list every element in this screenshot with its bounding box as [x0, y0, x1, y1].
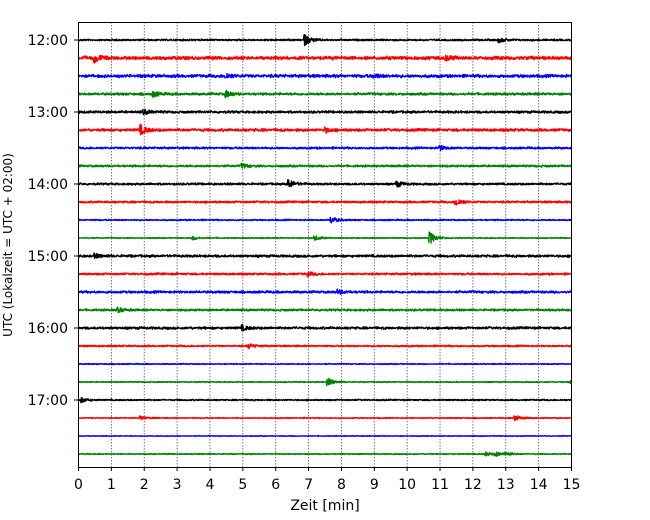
x-tick-label: 6 — [271, 477, 280, 493]
trace-1430 — [78, 216, 573, 224]
x-tick-label: 5 — [238, 477, 247, 493]
trace-1515 — [78, 271, 573, 278]
y-tick-label: 13:00 — [28, 105, 68, 121]
trace-1530 — [77, 288, 573, 295]
trace-1730 — [78, 434, 572, 438]
x-tick-label: 11 — [431, 477, 449, 493]
trace-1600 — [78, 324, 573, 332]
x-tick-label: 12 — [464, 477, 482, 493]
trace-1300 — [78, 108, 572, 116]
y-axis-label: UTC (Lokalzeit = UTC + 02:00) — [1, 153, 15, 337]
y-tick-label: 12:00 — [28, 33, 68, 49]
x-tick-label: 4 — [206, 477, 215, 493]
x-axis-label: Zeit [min] — [290, 498, 359, 514]
trace-1400 — [78, 179, 573, 188]
trace-1445 — [77, 231, 572, 244]
traces — [77, 34, 573, 457]
grid-lines — [110, 22, 540, 467]
x-tick-label: 13 — [497, 477, 515, 493]
x-tick-label: 10 — [398, 477, 416, 493]
plot-frame — [78, 22, 572, 468]
trace-1315 — [77, 123, 573, 136]
trace-1745 — [78, 451, 573, 457]
trace-1330 — [77, 144, 573, 152]
trace-1230 — [77, 73, 573, 79]
trace-1630 — [78, 362, 572, 366]
x-tick-label: 9 — [370, 477, 379, 493]
x-tick-label: 2 — [140, 477, 149, 493]
x-tick-label: 14 — [530, 477, 548, 493]
x-tick-label: 15 — [563, 477, 581, 493]
y-axis: 12:00 13:00 14:00 15:00 16:00 17:00 — [28, 33, 78, 409]
trace-1415 — [77, 199, 572, 206]
trace-1200 — [77, 34, 573, 47]
x-tick-label: 7 — [304, 477, 313, 493]
x-tick-label: 0 — [74, 477, 83, 493]
x-tick-label: 8 — [337, 477, 346, 493]
x-axis: 0 1 2 3 4 5 6 7 8 9 10 11 12 13 14 15 — [74, 467, 580, 493]
trace-1545 — [78, 306, 573, 314]
y-tick-label: 14:00 — [28, 177, 68, 193]
x-tick-label: 3 — [173, 477, 182, 493]
x-tick-label: 1 — [107, 477, 116, 493]
trace-1245 — [78, 89, 573, 99]
trace-1500 — [78, 252, 573, 260]
y-tick-label: 15:00 — [28, 249, 68, 265]
trace-1700 — [78, 397, 572, 404]
y-tick-label: 17:00 — [28, 393, 68, 409]
y-tick-label: 16:00 — [28, 321, 68, 337]
trace-1345 — [77, 162, 573, 169]
trace-1715 — [78, 415, 572, 422]
trace-1645 — [78, 377, 573, 387]
trace-1215 — [77, 54, 573, 64]
trace-1615 — [78, 343, 572, 350]
